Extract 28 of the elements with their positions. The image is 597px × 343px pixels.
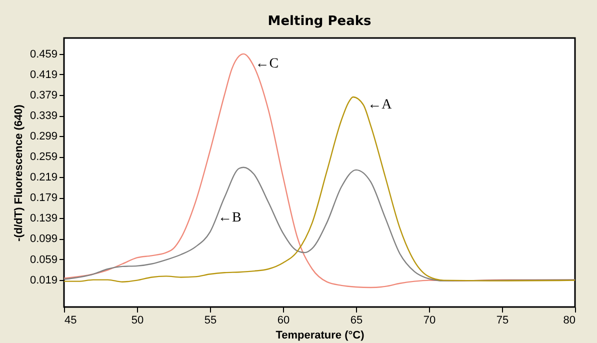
x-axis-title: Temperature (°C): [276, 330, 365, 342]
y-tick-label: 0.459: [30, 48, 58, 60]
y-tick-label: 0.139: [30, 212, 58, 225]
y-tick-label: 0.339: [30, 110, 58, 122]
y-tick-label: 0.059: [30, 254, 58, 266]
y-tick-label: 0.299: [30, 130, 58, 143]
y-tick-label: 0.019: [30, 274, 58, 286]
x-tick-label: 45: [64, 314, 77, 326]
x-tick-label: 50: [131, 314, 144, 326]
annotation: ←C: [255, 56, 279, 72]
chart-title: Melting Peaks: [268, 14, 372, 29]
line-series: [64, 166, 575, 282]
x-tick-label: 55: [204, 314, 217, 326]
annotation: ←A: [368, 98, 393, 113]
y-axis-title: -(d/dT) Fluorescence (640): [12, 104, 25, 242]
x-tick-label: 75: [496, 314, 509, 326]
y-tick-label: 0.179: [30, 192, 58, 204]
x-tick-label: 65: [350, 314, 363, 326]
y-tick-label: 0.259: [30, 151, 58, 164]
y-tick-label: 0.219: [30, 172, 58, 184]
annotation: ←B: [218, 210, 242, 226]
x-tick-label: 80: [563, 314, 576, 326]
y-tick-label: 0.379: [30, 89, 58, 102]
y-tick-label: 0.419: [30, 68, 58, 81]
y-tick-label: 0.099: [30, 233, 58, 246]
line-series: [64, 96, 575, 282]
x-tick-label: 70: [423, 314, 436, 326]
x-tick-label: 60: [277, 314, 290, 326]
